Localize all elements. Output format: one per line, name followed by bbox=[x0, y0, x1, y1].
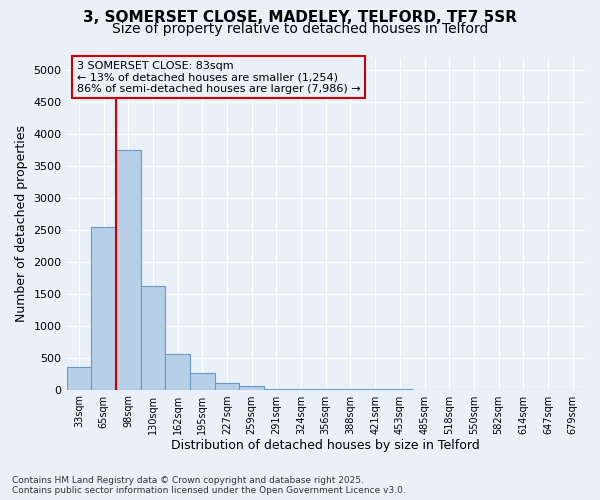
Bar bbox=[140, 286, 165, 390]
Bar bbox=[67, 367, 91, 390]
Bar bbox=[165, 354, 190, 390]
Text: Size of property relative to detached houses in Telford: Size of property relative to detached ho… bbox=[112, 22, 488, 36]
Bar bbox=[116, 150, 140, 390]
Bar bbox=[264, 389, 289, 390]
Bar bbox=[190, 373, 215, 390]
Text: 3 SOMERSET CLOSE: 83sqm
← 13% of detached houses are smaller (1,254)
86% of semi: 3 SOMERSET CLOSE: 83sqm ← 13% of detache… bbox=[77, 61, 361, 94]
Bar bbox=[215, 382, 239, 390]
Text: Contains HM Land Registry data © Crown copyright and database right 2025.
Contai: Contains HM Land Registry data © Crown c… bbox=[12, 476, 406, 495]
Bar bbox=[239, 386, 264, 390]
Y-axis label: Number of detached properties: Number of detached properties bbox=[15, 125, 28, 322]
Bar bbox=[91, 226, 116, 390]
Text: 3, SOMERSET CLOSE, MADELEY, TELFORD, TF7 5SR: 3, SOMERSET CLOSE, MADELEY, TELFORD, TF7… bbox=[83, 10, 517, 25]
X-axis label: Distribution of detached houses by size in Telford: Distribution of detached houses by size … bbox=[172, 440, 480, 452]
